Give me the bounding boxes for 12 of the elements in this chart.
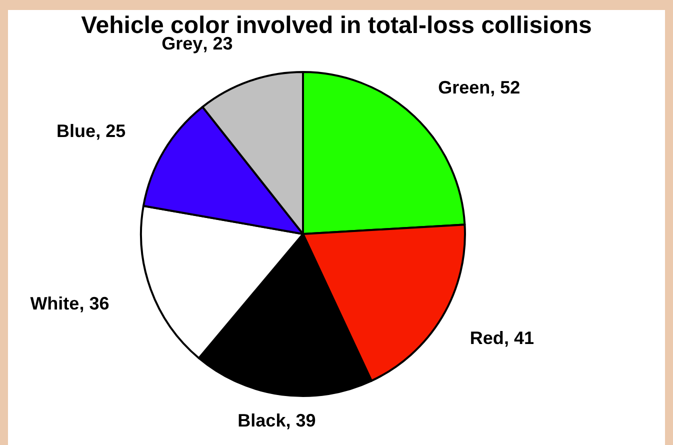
slice-label: Red <box>470 328 504 348</box>
slice-label: White <box>30 293 80 314</box>
data-label: , 36 <box>79 293 110 314</box>
data-label: , 23 <box>202 33 233 54</box>
slice-label: Black <box>238 410 287 431</box>
slice-label: Grey <box>162 33 203 54</box>
slice-label: Blue <box>56 120 96 141</box>
slice-label: Green <box>438 77 490 98</box>
data-label: , 52 <box>490 77 520 98</box>
data-label: , 41 <box>504 328 534 348</box>
data-label: , 25 <box>96 120 126 141</box>
data-label: , 39 <box>286 410 316 431</box>
